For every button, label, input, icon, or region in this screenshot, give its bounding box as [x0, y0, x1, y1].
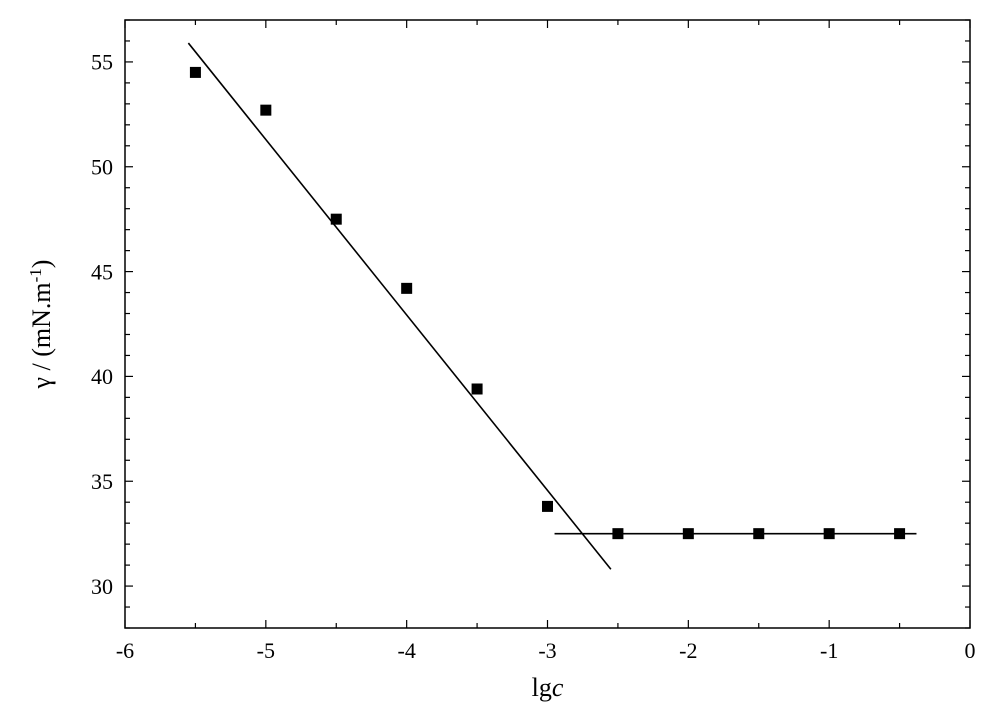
chart-container: -6 -5 -4 -3 -2 -1 0 30 35 40 45 50 55 lgc γ / (mN.m-1) [0, 0, 1000, 723]
x-axis-label: lgc [532, 673, 564, 702]
y-axis-label: γ / (mN.m-1) [26, 260, 57, 390]
chart-svg: -6 -5 -4 -3 -2 -1 0 30 35 40 45 50 55 lgc γ / (mN.m-1) [0, 0, 1000, 723]
x-tick-label: -2 [679, 638, 697, 663]
data-point [613, 529, 623, 539]
x-tick-label: -6 [116, 638, 134, 663]
x-tick-label: 0 [965, 638, 976, 663]
data-point [402, 283, 412, 293]
x-tick-label: -3 [538, 638, 556, 663]
y-tick-label: 45 [91, 259, 113, 284]
data-point [683, 529, 693, 539]
data-point [895, 529, 905, 539]
data-point [754, 529, 764, 539]
data-point [331, 214, 341, 224]
data-point [261, 105, 271, 115]
y-tick-label: 40 [91, 364, 113, 389]
data-point [190, 67, 200, 77]
plot-border [125, 20, 970, 628]
y-tick-label: 35 [91, 469, 113, 494]
descending-fit [188, 43, 611, 569]
x-tick-label: -5 [257, 638, 275, 663]
data-point [543, 501, 553, 511]
x-tick-label: -1 [820, 638, 838, 663]
x-tick-label: -4 [398, 638, 416, 663]
data-point [472, 384, 482, 394]
y-tick-label: 50 [91, 154, 113, 179]
data-point [824, 529, 834, 539]
y-tick-label: 30 [91, 574, 113, 599]
y-tick-label: 55 [91, 50, 113, 75]
